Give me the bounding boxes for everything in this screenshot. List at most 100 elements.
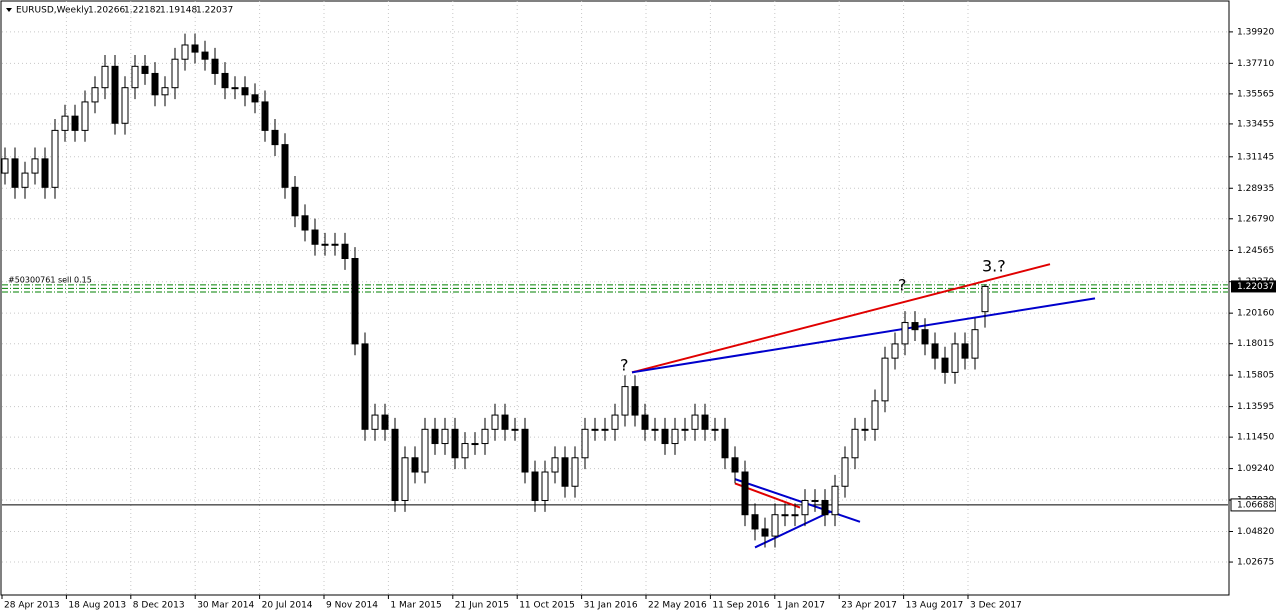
x-tick-label: 20 Jul 2014 xyxy=(262,601,313,611)
grid xyxy=(2,1,1228,595)
candle-body xyxy=(761,528,769,537)
candle-body xyxy=(131,65,139,89)
y-tick-label: 1.20160 xyxy=(1237,309,1274,319)
y-tick-label: 1.35565 xyxy=(1237,89,1274,99)
x-tick-label: 18 Aug 2013 xyxy=(68,601,126,611)
candle-body xyxy=(81,101,89,131)
ohlc-open: 1.20266 xyxy=(88,6,125,16)
candle-body xyxy=(481,428,489,445)
candle-body xyxy=(141,65,149,74)
candle-body xyxy=(11,158,19,188)
candle-body xyxy=(191,44,199,53)
candle-body xyxy=(201,51,209,60)
candle-body xyxy=(591,428,599,431)
price-tag-label: 1.06688 xyxy=(1237,500,1274,510)
trendline xyxy=(754,510,831,549)
x-tick-label: 13 Aug 2017 xyxy=(906,601,964,611)
x-tick-label: 11 Sep 2016 xyxy=(712,601,769,611)
trendline xyxy=(734,478,861,523)
candle-body xyxy=(351,257,359,345)
annotation: ? xyxy=(898,276,907,295)
candle-body xyxy=(921,329,929,345)
y-tick-label: 1.02675 xyxy=(1237,558,1274,568)
candle-body xyxy=(711,428,719,431)
trendline xyxy=(631,297,1096,374)
x-tick-label: 3 Dec 2017 xyxy=(970,601,1022,611)
candle-body xyxy=(851,428,859,459)
y-tick-label: 1.39920 xyxy=(1237,27,1274,37)
candle-body xyxy=(301,215,309,231)
candle-body xyxy=(461,443,469,459)
candle-body xyxy=(71,115,79,131)
candle-body xyxy=(681,428,689,431)
y-tick-label: 1.15805 xyxy=(1237,371,1274,381)
candle-body xyxy=(901,322,909,345)
candle-body xyxy=(251,94,259,103)
ohlc-close: 1.22037 xyxy=(196,6,233,16)
candle-body xyxy=(121,87,129,124)
y-tick-label: 1.11450 xyxy=(1237,433,1274,443)
x-tick-label: 1 Jan 2017 xyxy=(777,601,825,611)
candle-body xyxy=(171,58,179,89)
candle-body xyxy=(721,428,729,459)
candle-body xyxy=(841,457,849,487)
candle-body xyxy=(1,158,9,174)
candle-body xyxy=(731,457,739,473)
y-tick-label: 1.18015 xyxy=(1237,339,1274,349)
ohlc-low: 1.19148 xyxy=(160,6,197,16)
menu-arrow[interactable] xyxy=(6,8,12,12)
candle-body xyxy=(341,243,349,259)
candle-body xyxy=(421,428,429,473)
candle-body xyxy=(771,514,779,537)
candle-body xyxy=(221,72,229,89)
y-tick-label: 1.13595 xyxy=(1237,402,1274,412)
candle-body xyxy=(861,428,869,431)
candle-body xyxy=(231,87,239,90)
candle-body xyxy=(621,386,629,416)
x-tick-label: 8 Dec 2013 xyxy=(133,601,185,611)
candle-body xyxy=(331,243,339,246)
chart-title: EURUSD,Weekly xyxy=(16,6,90,16)
candle-body xyxy=(411,457,419,473)
candle-body xyxy=(261,101,269,131)
candle-body xyxy=(741,471,749,516)
y-tick-label: 1.31145 xyxy=(1237,152,1274,162)
candle-body xyxy=(811,499,819,502)
candle-body xyxy=(541,471,549,501)
candle-body xyxy=(491,414,499,430)
price-tag xyxy=(1230,498,1276,512)
candle-body xyxy=(521,428,529,473)
candle-body xyxy=(871,400,879,430)
objects: #50300761 sell 0.15 xyxy=(2,263,1228,549)
candle-body xyxy=(911,322,919,331)
order-label: #50300761 sell 0.15 xyxy=(8,275,92,284)
y-tick-label: 1.24565 xyxy=(1237,246,1274,256)
x-tick-label: 28 Apr 2013 xyxy=(4,601,60,611)
plot-frame xyxy=(0,0,1230,596)
candle-body xyxy=(881,357,889,402)
x-tick-label: 30 Mar 2014 xyxy=(197,601,254,611)
candle-body xyxy=(241,87,249,96)
candle-body xyxy=(651,428,659,431)
candle-body xyxy=(831,485,839,516)
candle-body xyxy=(61,115,69,131)
candle-body xyxy=(431,428,439,445)
y-tick-label: 1.04820 xyxy=(1237,527,1274,537)
candle-body xyxy=(751,514,759,530)
candle-body xyxy=(691,414,699,430)
y-tick-label: 1.28935 xyxy=(1237,184,1274,194)
x-tick-label: 9 Nov 2014 xyxy=(326,601,378,611)
candle-body xyxy=(321,243,329,246)
candle-body xyxy=(91,87,99,103)
y-tick-label: 1.37710 xyxy=(1237,59,1274,69)
candle-body xyxy=(501,414,509,430)
candle-body xyxy=(181,44,189,60)
candle-body xyxy=(951,343,959,373)
y-tick-label: 1.09240 xyxy=(1237,464,1274,474)
candle-body xyxy=(801,499,809,516)
candle-body xyxy=(41,158,49,188)
y-tick-label: 1.33455 xyxy=(1237,119,1274,129)
x-tick-label: 11 Oct 2015 xyxy=(519,601,575,611)
x-tick-label: 21 Jun 2015 xyxy=(455,601,509,611)
